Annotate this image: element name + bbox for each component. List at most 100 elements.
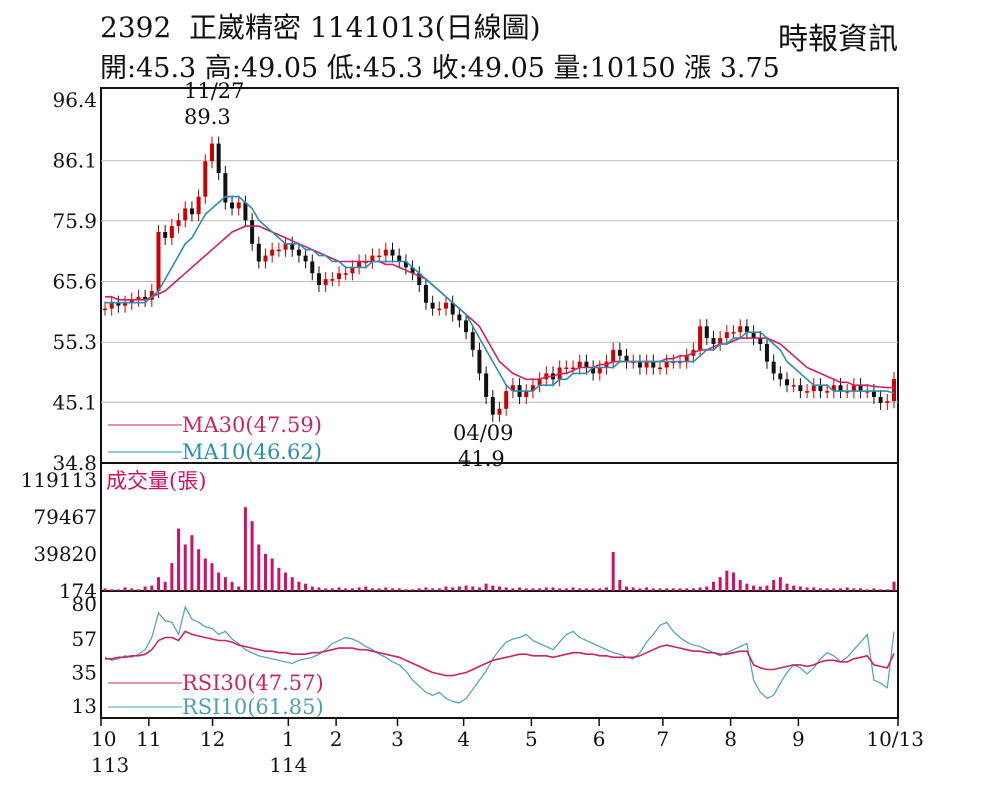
volume-bar [598, 588, 602, 591]
volume-bar [404, 589, 408, 591]
volume-bar [732, 572, 736, 591]
legend-ma30: MA30(47.59) [182, 413, 322, 437]
candle-body [751, 332, 756, 339]
candle-body [176, 220, 181, 227]
candle-body [196, 196, 201, 215]
rsi-tick-label: 57 [72, 627, 97, 651]
volume-bar [558, 588, 562, 591]
volume-bar [518, 587, 522, 591]
volume-bar [852, 588, 856, 591]
candle-body [591, 367, 596, 374]
axis-labels: 96.486.175.965.655.345.134.8119113794673… [21, 88, 924, 777]
volume-tick-label: 79467 [33, 505, 97, 529]
volume-bar [718, 577, 722, 591]
volume-bar [210, 563, 214, 591]
volume-bar [310, 586, 314, 591]
candle-body [350, 267, 355, 274]
candle-body [303, 255, 308, 262]
candle-body [116, 302, 121, 306]
volume-bar [217, 572, 221, 591]
candle-body [718, 338, 723, 344]
volume-bar [130, 588, 134, 591]
volume-bar [464, 585, 468, 591]
price-tick-label: 65.6 [52, 270, 97, 294]
volume-bar [324, 588, 328, 591]
candle-body [564, 367, 569, 370]
candle-body [624, 355, 629, 362]
candle-body [892, 379, 896, 402]
candle-body [825, 391, 830, 393]
price-summary: 開:45.3 高:49.05 低:45.3 收:49.05 量:10150 漲 … [100, 53, 780, 84]
candle-body [818, 385, 823, 392]
volume-bar [665, 588, 669, 591]
volume-bar [651, 588, 655, 591]
candle-body [664, 361, 669, 368]
candle-body [450, 302, 455, 315]
x-year-label: 114 [269, 753, 307, 777]
candle-body [223, 173, 228, 203]
x-tick-label: 11 [136, 727, 161, 751]
rsi-panel [104, 605, 895, 708]
volume-bar [284, 572, 288, 591]
candle-body [236, 202, 241, 209]
candle-body [537, 379, 542, 386]
candle-body [383, 249, 388, 256]
volume-bar [344, 588, 348, 591]
x-tick-label: 10/13 [866, 727, 924, 751]
candle-body [811, 385, 816, 392]
candle-body [417, 273, 422, 286]
x-tick-label: 10 [91, 727, 116, 751]
gridlines [101, 160, 898, 403]
volume-bar [678, 588, 682, 591]
candle-body [163, 232, 168, 238]
candle-body [698, 326, 703, 350]
price-tick-label: 34.8 [52, 451, 97, 475]
volume-bar [691, 588, 695, 591]
volume-bar [805, 587, 809, 591]
volume-bar [451, 587, 455, 591]
candle-body [337, 273, 342, 280]
x-tick-label: 4 [457, 727, 470, 751]
volume-bar [270, 558, 274, 591]
panel-frame-1 [100, 462, 899, 592]
rsi-tick-label: 13 [72, 694, 97, 718]
volume-bar [190, 535, 194, 591]
candle-body [270, 249, 275, 256]
volume-bar [150, 585, 154, 591]
price-panel [103, 136, 896, 453]
volume-bar [491, 585, 495, 591]
volume-bar [638, 588, 642, 591]
volume-bar [243, 507, 247, 591]
volume-bar [110, 589, 114, 591]
price-tick-label: 86.1 [52, 149, 97, 173]
candle-body [885, 401, 890, 403]
volume-bar [564, 588, 568, 591]
candle-body [490, 397, 495, 415]
volume-bar [277, 567, 281, 591]
x-tick-label: 9 [792, 727, 805, 751]
volume-bar [484, 583, 488, 591]
volume-bar [357, 587, 361, 591]
candle-body [477, 349, 482, 374]
candle-body [263, 255, 268, 262]
volume-bar [738, 579, 742, 591]
volume-bar [698, 587, 702, 591]
candle-body [704, 326, 709, 339]
volume-bar [705, 586, 709, 591]
volume-bar [671, 588, 675, 591]
candle-body [136, 296, 141, 300]
volume-bar [758, 586, 762, 591]
x-year-label: 113 [91, 753, 129, 777]
volume-bar [377, 588, 381, 591]
candle-body [156, 232, 161, 291]
candle-body [524, 391, 529, 397]
candle-body [423, 285, 428, 303]
candle-body [444, 302, 449, 309]
candle-body [838, 385, 843, 392]
volume-bar [745, 583, 749, 591]
candle-body [791, 385, 796, 387]
candle-body [310, 261, 315, 274]
candle-body [230, 202, 235, 209]
volume-bar [604, 587, 608, 591]
